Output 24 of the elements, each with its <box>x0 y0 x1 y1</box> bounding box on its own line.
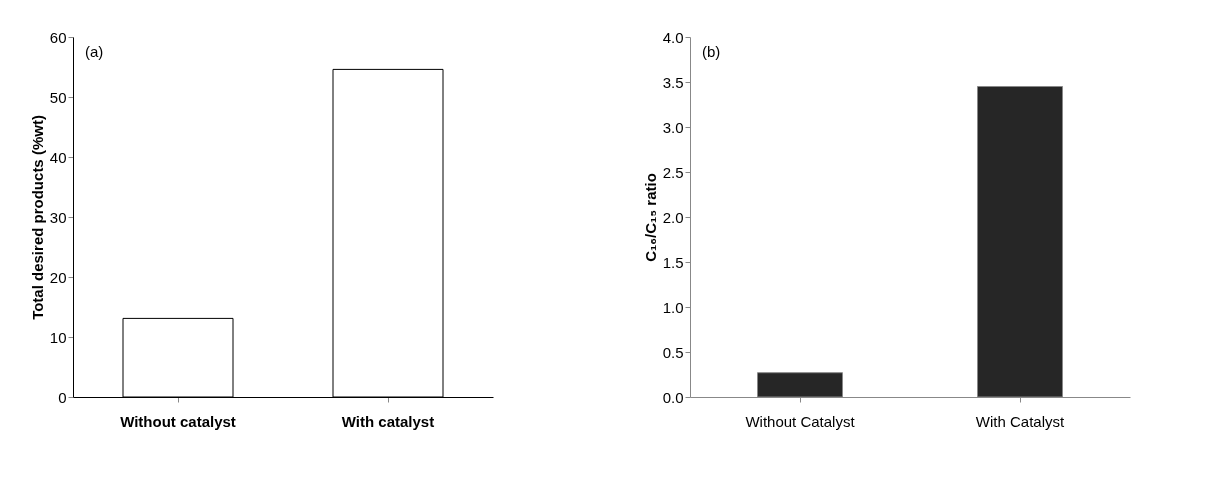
y-tick-label: 3.0 <box>662 118 684 136</box>
y-tick-label: 50 <box>49 88 67 106</box>
y-tick-label: 0.0 <box>662 388 684 406</box>
y-axis-title: Total desired products (%wt) <box>28 115 46 320</box>
annotation: (a) <box>85 43 104 60</box>
y-tick-label: 3.5 <box>662 73 684 91</box>
y-tick-label: 10 <box>49 328 67 346</box>
y-tick-label: 60 <box>49 28 67 46</box>
y-tick-label: 0.5 <box>662 343 684 361</box>
y-tick-label: 40 <box>49 148 67 166</box>
annotation: (b) <box>702 43 721 60</box>
x-tick-label: Without Catalyst <box>745 412 856 430</box>
x-tick-label: With catalyst <box>341 412 435 430</box>
y-tick-label: 0 <box>58 388 67 406</box>
y-tick-label: 20 <box>49 268 67 286</box>
y-tick-label: 2.5 <box>662 163 684 181</box>
y-tick-label: 4.0 <box>662 28 684 46</box>
x-tick-label: With Catalyst <box>975 412 1065 430</box>
y-tick-label: 30 <box>49 208 67 226</box>
y-tick-label: 1.5 <box>662 253 684 271</box>
y-tick-label: 1.0 <box>662 298 684 316</box>
y-tick-label: 2.0 <box>662 208 684 226</box>
y-axis-title: C₁₆/C₁₅ ratio <box>641 173 659 262</box>
x-tick-label: Without catalyst <box>120 412 236 430</box>
